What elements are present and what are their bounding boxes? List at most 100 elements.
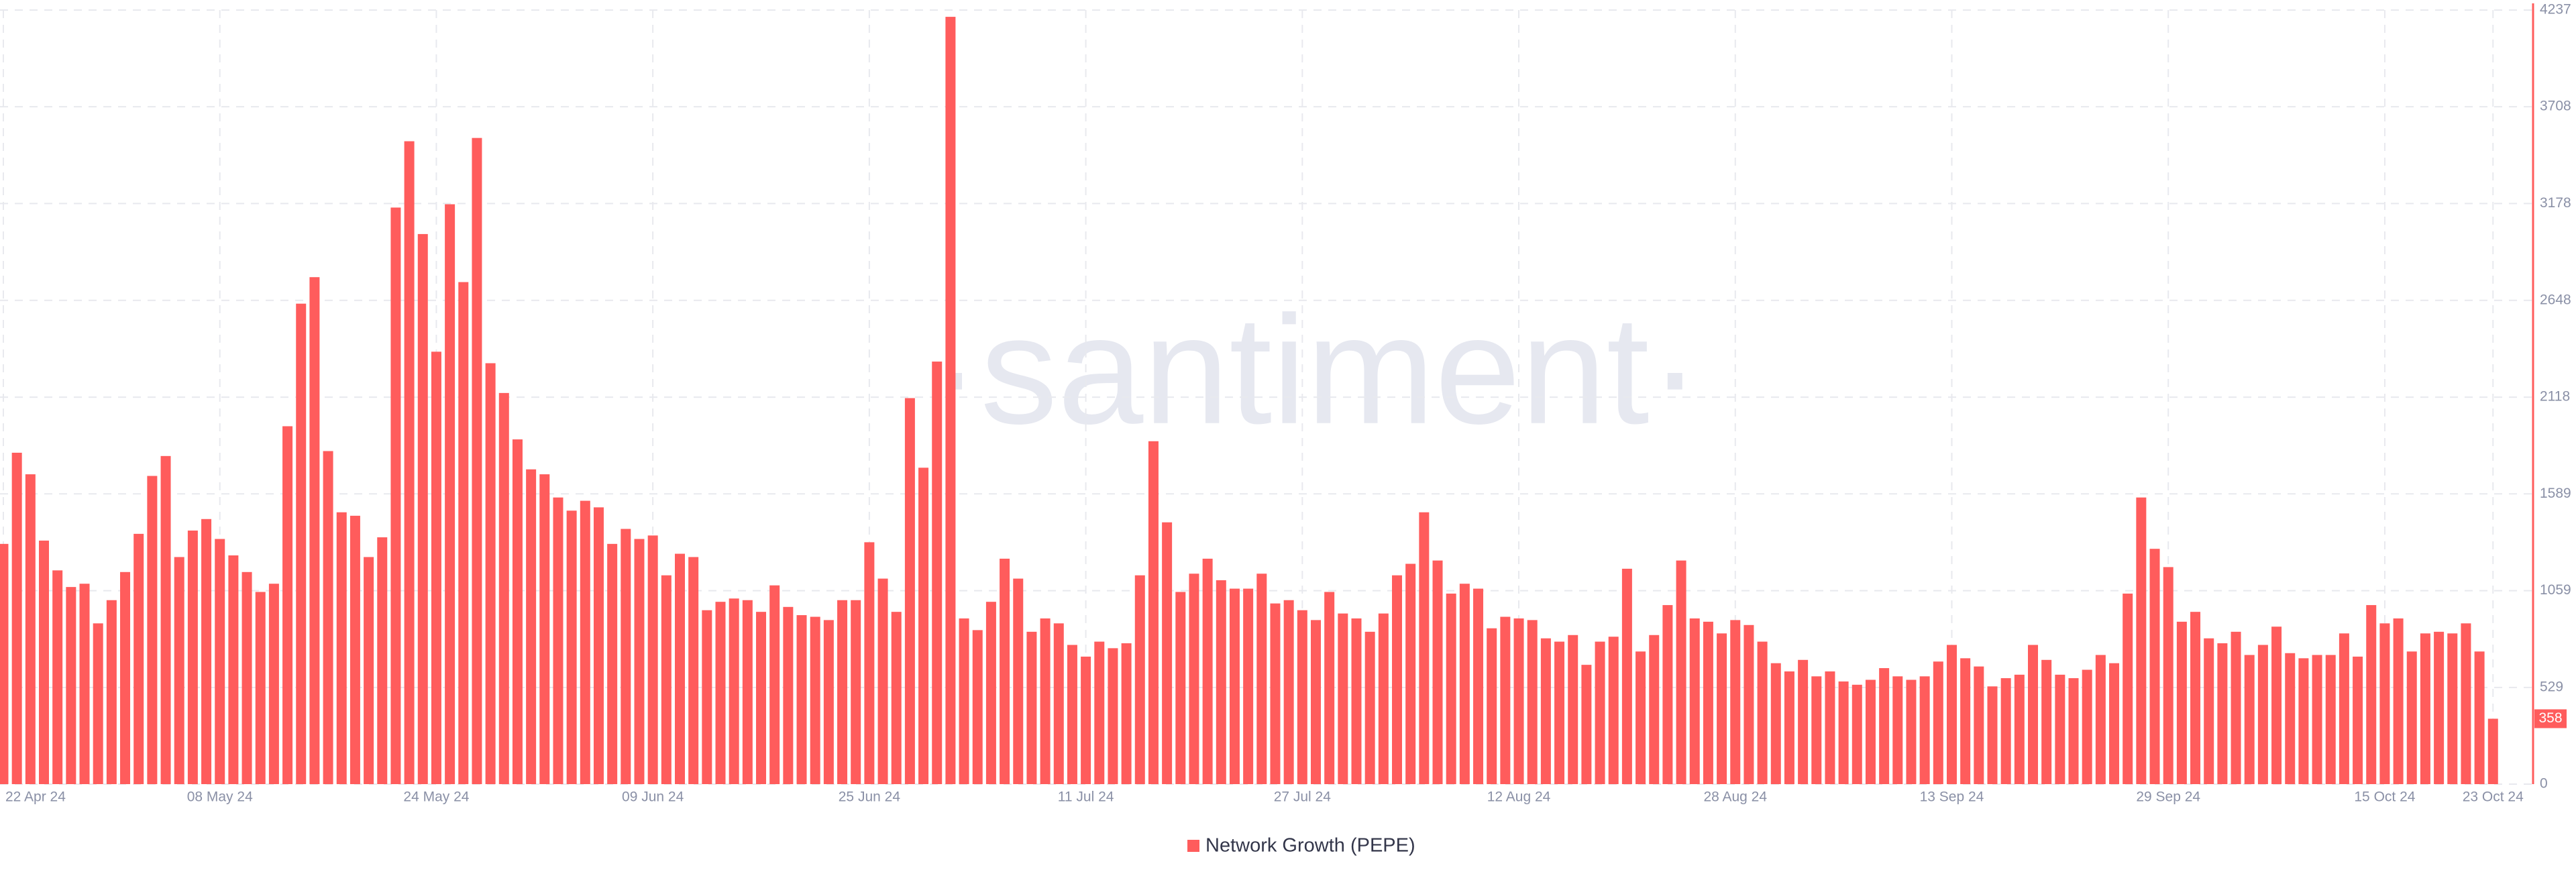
bar [972, 630, 983, 784]
bar [675, 553, 685, 784]
bar [1703, 621, 1713, 784]
bar [1811, 676, 1822, 784]
bar [1757, 641, 1768, 784]
bar [1338, 613, 1348, 784]
bar [2325, 655, 2336, 784]
bar [1946, 645, 1957, 784]
bar [417, 233, 428, 784]
bar [1283, 600, 1294, 784]
bar [742, 600, 753, 784]
bar [187, 530, 198, 784]
bar [756, 612, 767, 784]
bar [1202, 558, 1213, 784]
bar [1432, 560, 1443, 784]
bar [1527, 620, 1538, 784]
bar [2393, 618, 2404, 784]
bar [147, 476, 158, 784]
bar [688, 557, 699, 784]
y-tick-label: 3708 [2540, 99, 2571, 114]
bar [2204, 638, 2214, 784]
bar [25, 474, 36, 784]
bar [1270, 603, 1281, 784]
bar [769, 585, 780, 784]
bar [1798, 659, 1809, 784]
bar [174, 557, 184, 784]
legend-label: Network Growth (PEPE) [1205, 835, 1415, 857]
bar [2487, 718, 2498, 784]
x-tick-label: 22 Apr 24 [5, 789, 66, 805]
bar [2068, 678, 2079, 784]
bar [39, 540, 50, 784]
bar [106, 600, 117, 784]
bar [1378, 613, 1389, 784]
y-tick-label: 0 [2540, 776, 2548, 792]
bar [715, 602, 726, 784]
x-tick-label: 09 Jun 24 [622, 789, 684, 805]
bar [2420, 633, 2430, 784]
x-tick-label: 27 Jul 24 [1274, 789, 1332, 805]
bar [2285, 653, 2296, 784]
bar [2123, 593, 2133, 784]
bar [1459, 584, 1470, 784]
bar [580, 500, 590, 784]
bar [1148, 441, 1159, 784]
x-tick-label: 08 May 24 [187, 789, 253, 805]
bar [2434, 631, 2445, 784]
bar [2082, 669, 2092, 784]
bar [404, 141, 415, 785]
bar [296, 303, 307, 784]
bar [1635, 651, 1646, 784]
bar [2000, 678, 2011, 784]
bar [1784, 671, 1794, 784]
bar [1540, 638, 1551, 784]
y-tick-label: 2118 [2540, 389, 2570, 404]
bar [1770, 663, 1781, 784]
y-tick-label: 3178 [2540, 195, 2571, 211]
bar [485, 363, 496, 784]
x-tick-label: 11 Jul 24 [1058, 789, 1114, 805]
bar [2353, 656, 2363, 784]
x-tick-label: 23 Oct 24 [2463, 789, 2524, 805]
bar [2136, 497, 2147, 784]
bar [2339, 633, 2349, 784]
bar [1392, 575, 1403, 784]
x-tick-label: 29 Sep 24 [2136, 789, 2200, 805]
bar [2312, 655, 2322, 784]
bar [160, 455, 171, 784]
bar [11, 452, 22, 784]
bar [2041, 659, 2052, 784]
bar [458, 282, 469, 784]
bar [837, 600, 848, 784]
y-tick-label: 2648 [2540, 292, 2571, 307]
bar [851, 600, 861, 784]
x-tick-label: 13 Sep 24 [1920, 789, 1984, 805]
bar [498, 392, 509, 784]
bar [1717, 633, 1727, 784]
bar [1933, 661, 1943, 784]
bar [2095, 655, 2106, 784]
bar [1175, 592, 1186, 784]
y-tick-label: 1059 [2540, 582, 2571, 598]
bar [1216, 580, 1226, 784]
bar [593, 507, 604, 784]
bar [350, 515, 360, 784]
bar [1256, 574, 1267, 784]
bar [566, 510, 577, 784]
bar [120, 571, 131, 784]
bar [1581, 665, 1592, 784]
bar [1689, 618, 1700, 784]
bar [1865, 679, 1876, 784]
bar [1310, 620, 1321, 784]
bar [390, 207, 401, 784]
bar [1487, 628, 1497, 784]
bar [133, 533, 144, 784]
bar [1351, 618, 1362, 784]
bar [1608, 637, 1619, 784]
bar [66, 587, 76, 784]
bar [810, 616, 820, 784]
bar [2028, 645, 2038, 784]
bar [2379, 623, 2390, 784]
bar [2366, 605, 2377, 784]
bar [539, 474, 550, 784]
bar [1825, 671, 1835, 784]
